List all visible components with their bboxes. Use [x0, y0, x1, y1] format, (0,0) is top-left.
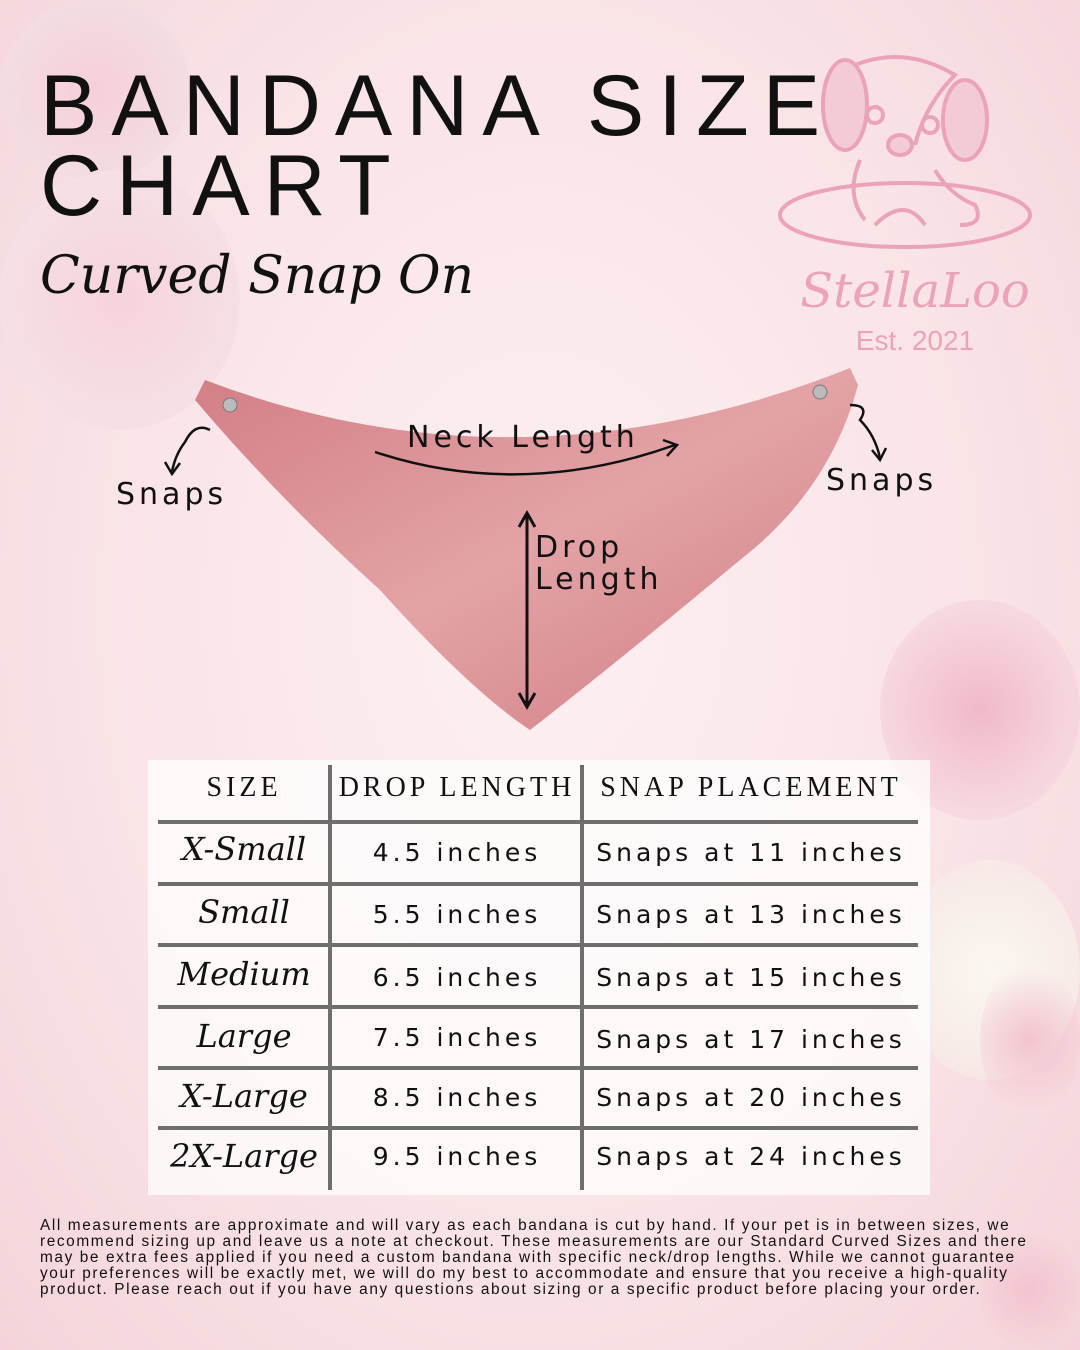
neck-length-label: Neck Length [407, 420, 639, 455]
peony-decoration [980, 960, 1080, 1120]
snap-cell: Snaps at 17 inches [596, 1025, 906, 1054]
snap-icon [222, 397, 238, 413]
column-divider [580, 765, 584, 1190]
neck-arrow-icon [374, 443, 676, 476]
snap-cell: Snaps at 15 inches [596, 963, 906, 992]
row-divider [158, 820, 918, 824]
drop-cell: 4.5 inches [372, 838, 542, 867]
sizing-disclaimer: All measurements are approximate and wil… [40, 1217, 1028, 1298]
drop-cell: 9.5 inches [372, 1142, 542, 1171]
bandana-diagram [163, 368, 888, 730]
snaps-left-label: Snaps [116, 477, 228, 512]
brand-established: Est. 2021 [855, 325, 975, 356]
snap-pointer-right-icon [849, 403, 882, 459]
page-subtitle: Curved Snap On [40, 246, 475, 306]
dog-logo-icon [778, 55, 1032, 249]
size-table [148, 760, 930, 1195]
size-cell: Small [198, 893, 290, 931]
drop-cell: 8.5 inches [372, 1083, 542, 1112]
size-cell: X-Large [180, 1077, 308, 1115]
snap-cell: Snaps at 24 inches [596, 1142, 906, 1171]
size-cell: Medium [177, 955, 311, 993]
size-cell: Large [196, 1017, 292, 1055]
row-divider [158, 1126, 918, 1130]
drop-cell: 6.5 inches [372, 963, 542, 992]
snap-cell: Snaps at 11 inches [596, 838, 906, 867]
row-divider [158, 943, 918, 947]
header-size: SIZE [206, 772, 282, 803]
page-title: BANDANA SIZE [40, 58, 835, 154]
snaps-right-label: Snaps [826, 463, 938, 498]
peony-decoration [0, 170, 240, 430]
header-snap-placement: SNAP PLACEMENT [600, 772, 902, 803]
peony-decoration [0, 0, 190, 180]
snap-pointer-left-icon [170, 426, 211, 473]
drop-length-label-line2: Length [535, 562, 663, 597]
size-cell: 2X-Large [170, 1137, 318, 1175]
snap-cell: Snaps at 13 inches [596, 900, 906, 929]
snap-cell: Snaps at 20 inches [596, 1083, 906, 1112]
header-drop-length: DROP LENGTH [338, 772, 576, 803]
row-divider [158, 1066, 918, 1070]
column-divider [328, 765, 332, 1190]
row-divider [158, 882, 918, 886]
drop-cell: 7.5 inches [372, 1023, 542, 1052]
snap-icon [812, 384, 828, 400]
size-cell: X-Small [181, 830, 307, 868]
row-divider [158, 1005, 918, 1009]
peony-decoration [980, 1230, 1080, 1350]
drop-cell: 5.5 inches [372, 900, 542, 929]
drop-length-label: Drop [535, 530, 624, 565]
brand-name: StellaLoo [800, 263, 1030, 319]
brand-logo: StellaLoo Est. 2021 [775, 45, 1055, 356]
page-title-line2: CHART [40, 138, 405, 234]
